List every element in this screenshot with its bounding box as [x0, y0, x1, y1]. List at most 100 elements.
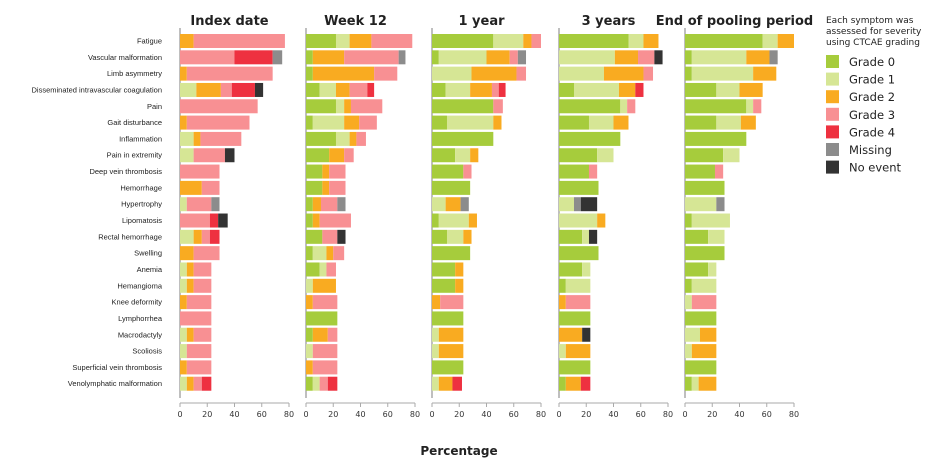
bar-segment — [573, 197, 581, 212]
bar-segment — [685, 131, 747, 146]
bar-segment — [306, 164, 323, 179]
bar-segment — [180, 148, 194, 163]
bar-segment — [180, 50, 235, 65]
bar-segment — [432, 295, 441, 310]
bar-segment — [335, 82, 350, 97]
bar-segment — [320, 197, 338, 212]
bar-segment — [432, 213, 439, 228]
bar-segment — [306, 148, 330, 163]
bar-segment — [306, 262, 320, 277]
bar-segment — [685, 344, 692, 359]
bar-segment — [432, 115, 447, 130]
category-label: Rectal hemorrhage — [98, 232, 162, 241]
bar-segment — [498, 82, 506, 97]
bar-segment — [597, 213, 606, 228]
category-label: Pain in extremity — [107, 151, 163, 160]
bar-segment — [432, 376, 439, 391]
x-tick-label: 20 — [328, 410, 338, 419]
bar-segment — [306, 278, 313, 293]
bar-segment — [432, 360, 464, 375]
bar-segment — [180, 246, 194, 261]
bar-segment — [344, 99, 351, 114]
panel-title: Index date — [190, 14, 268, 29]
x-tick-label: 80 — [536, 410, 546, 419]
bar-segment — [432, 66, 472, 81]
bar-segment — [699, 327, 717, 342]
bar-segment — [432, 99, 494, 114]
bar-segment — [517, 50, 527, 65]
bar-segment — [620, 99, 628, 114]
bar-segment — [231, 82, 255, 97]
bar-segment — [573, 82, 619, 97]
legend-item-label: No event — [849, 161, 902, 175]
bar-segment — [691, 213, 730, 228]
bar-segment — [272, 50, 283, 65]
bar-segment — [635, 82, 644, 97]
bar-segment — [559, 376, 566, 391]
bar-segment — [559, 66, 604, 81]
x-tick-label: 40 — [608, 410, 618, 419]
x-tick-label: 80 — [410, 410, 420, 419]
bar-segment — [613, 115, 629, 130]
bar-segment — [306, 246, 313, 261]
bar-segment — [312, 344, 338, 359]
x-tick-label: 20 — [707, 410, 717, 419]
x-tick-label: 60 — [762, 410, 772, 419]
bar-segment — [440, 295, 464, 310]
x-tick-label: 0 — [556, 410, 561, 419]
bar-segment — [306, 344, 313, 359]
bar-segment — [432, 344, 439, 359]
bar-segment — [306, 82, 320, 97]
bar-segment — [220, 82, 232, 97]
x-tick-label: 0 — [429, 410, 434, 419]
bar-segment — [685, 164, 715, 179]
bar-segment — [306, 311, 338, 326]
category-label: Deep vein thrombosis — [89, 167, 162, 176]
bar-segment — [438, 327, 464, 342]
bar-segment — [432, 197, 446, 212]
bar-segment — [306, 376, 313, 391]
bar-segment — [180, 327, 187, 342]
bar-segment — [306, 50, 313, 65]
bar-segment — [306, 197, 313, 212]
bar-segment — [344, 115, 360, 130]
bar-segment — [209, 213, 219, 228]
panel: Week 12 0 20 40 60 80 — [303, 14, 420, 419]
bar-segment — [559, 197, 574, 212]
category-label: Hemangioma — [117, 281, 162, 290]
bar-segment — [337, 229, 346, 244]
bar-segment — [582, 262, 591, 277]
bar-segment — [335, 131, 350, 146]
bar-segment — [432, 327, 439, 342]
bar-segment — [559, 99, 621, 114]
bar-segment — [559, 246, 599, 261]
bar-segment — [708, 262, 717, 277]
bar-segment — [739, 82, 763, 97]
bar-segment — [193, 34, 285, 48]
bar-segment — [367, 82, 375, 97]
bar-segment — [455, 148, 471, 163]
x-tick-label: 80 — [663, 410, 673, 419]
bar-segment — [685, 66, 692, 81]
bar-segment — [716, 115, 741, 130]
bar-segment — [312, 213, 320, 228]
category-label: Superficial vein thrombosis — [72, 363, 162, 372]
bar-segment — [438, 376, 453, 391]
bar-segment — [234, 50, 273, 65]
bar-segment — [432, 131, 494, 146]
bar-segment — [455, 262, 464, 277]
bar-segment — [432, 180, 471, 195]
bar-segment — [714, 164, 724, 179]
bar-segment — [432, 164, 464, 179]
bar-segment — [186, 66, 273, 81]
bar-segment — [523, 34, 532, 48]
x-tick-label: 20 — [202, 410, 212, 419]
bar-segment — [319, 213, 351, 228]
bar-segment — [559, 344, 566, 359]
panel: Index date 0 20 40 60 80 — [177, 14, 294, 419]
bar-segment — [186, 344, 212, 359]
bar-segment — [180, 115, 187, 130]
bar-segment — [559, 180, 599, 195]
legend-swatch — [826, 72, 839, 86]
bar-segment — [306, 295, 313, 310]
